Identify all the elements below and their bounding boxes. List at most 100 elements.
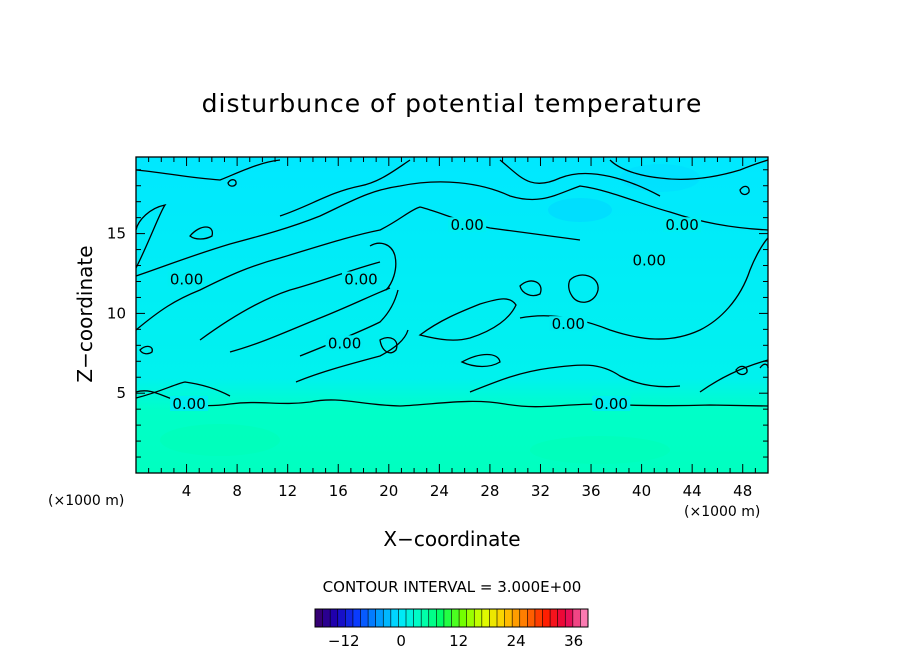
colorbar-cell bbox=[375, 609, 384, 627]
y-tick-label: 15 bbox=[107, 225, 126, 243]
colorbar-cell bbox=[565, 609, 574, 627]
x-tick-label: 16 bbox=[329, 482, 348, 500]
colorbar-cell bbox=[360, 609, 369, 627]
colorbar-cell bbox=[337, 609, 346, 627]
x-tick-label: 44 bbox=[683, 482, 702, 500]
contour-label-bg bbox=[167, 271, 206, 287]
contour-line bbox=[460, 353, 501, 368]
contour-line bbox=[135, 206, 581, 331]
colorbar-tick-label: 0 bbox=[396, 632, 406, 650]
colorbar-tick-label: −12 bbox=[328, 632, 360, 650]
colorbar-cell bbox=[352, 609, 361, 627]
colorbar-cell bbox=[466, 609, 475, 627]
contour-label: 0.00 bbox=[595, 395, 628, 413]
contour-line bbox=[519, 280, 542, 297]
contour-line bbox=[568, 274, 599, 303]
field-patch bbox=[160, 424, 280, 456]
contour-line bbox=[609, 159, 769, 180]
contour-line bbox=[229, 287, 391, 353]
contour-line bbox=[295, 329, 409, 383]
contour-label-bg bbox=[341, 271, 380, 287]
colorbar-cell bbox=[345, 609, 354, 627]
colorbar-cell bbox=[383, 609, 392, 627]
colorbar-cell bbox=[489, 609, 498, 627]
contour-line bbox=[135, 381, 231, 399]
x-tick-label: 32 bbox=[531, 482, 550, 500]
contour-label: 0.00 bbox=[328, 334, 361, 352]
colorbar-cell bbox=[580, 609, 589, 627]
x-tick-label: 20 bbox=[379, 482, 398, 500]
contour-line bbox=[199, 261, 381, 341]
colorbar-cell bbox=[436, 609, 445, 627]
colorbar-cell bbox=[406, 609, 414, 627]
contour-label: 0.00 bbox=[344, 270, 377, 288]
contour-line bbox=[135, 204, 167, 269]
colorbar-cell bbox=[519, 609, 528, 627]
colorbar: −12 0 12 24 36 bbox=[314, 608, 589, 650]
colorbar-cell bbox=[428, 609, 437, 627]
colorbar-frame bbox=[314, 608, 589, 628]
contour-label: 0.00 bbox=[665, 216, 698, 234]
contour-label: 0.00 bbox=[632, 251, 665, 269]
colorbar-cell bbox=[322, 609, 331, 627]
y-tick-label: 5 bbox=[116, 384, 126, 402]
contour-label-bg bbox=[170, 395, 209, 411]
x-tick-label: 8 bbox=[232, 482, 242, 500]
x-tick-label: 48 bbox=[733, 482, 752, 500]
contour-line bbox=[139, 345, 153, 355]
field-patch bbox=[530, 436, 670, 464]
contour-label-bg bbox=[448, 217, 487, 233]
y-axis-title: Z−coordinate bbox=[73, 245, 97, 382]
contour-line bbox=[379, 336, 398, 354]
contour-label: 0.00 bbox=[552, 315, 585, 333]
x-axis-title: X−coordinate bbox=[383, 527, 520, 551]
colorbar-cell bbox=[550, 609, 558, 627]
contour-label: 0.00 bbox=[170, 270, 203, 288]
colorbar-cell bbox=[497, 609, 505, 627]
contour-line bbox=[299, 289, 399, 357]
x-tick-label: 24 bbox=[430, 482, 449, 500]
contour-line bbox=[189, 226, 213, 240]
contour-label-bg bbox=[630, 252, 669, 268]
contour-line bbox=[227, 179, 237, 187]
x-tick-label: 4 bbox=[182, 482, 192, 500]
y-tick-label: 10 bbox=[107, 304, 126, 322]
contour-line bbox=[735, 365, 748, 376]
x-axis-unit: (×1000 m) bbox=[684, 504, 760, 520]
contour-line bbox=[279, 159, 411, 217]
contour-line bbox=[699, 359, 769, 393]
colorbar-cell bbox=[481, 609, 490, 627]
colorbar-tick-label: 12 bbox=[449, 632, 468, 650]
contour-line bbox=[469, 364, 681, 393]
contour-line bbox=[135, 159, 281, 181]
colorbar-tick-label: 24 bbox=[507, 632, 526, 650]
x-tick-label: 12 bbox=[278, 482, 297, 500]
colorbar-cell bbox=[413, 609, 422, 627]
colorbar-cell bbox=[330, 609, 339, 627]
contour-label: 0.00 bbox=[450, 216, 483, 234]
colorbar-cell bbox=[557, 609, 566, 627]
colorbar-cell bbox=[459, 609, 467, 627]
field-patch bbox=[548, 198, 612, 222]
contour-line bbox=[135, 181, 769, 277]
contour-line bbox=[739, 185, 750, 196]
x-tick-label: 28 bbox=[480, 482, 499, 500]
colorbar-cell bbox=[443, 609, 452, 627]
colorbar-cell bbox=[315, 609, 323, 627]
contour-line bbox=[369, 242, 397, 291]
colorbar-cell bbox=[421, 609, 430, 627]
colorbar-cells bbox=[315, 609, 589, 627]
colorbar-cell bbox=[398, 609, 407, 627]
colorbar-cell bbox=[504, 609, 513, 627]
colorbar-ticks: −12 0 12 24 36 bbox=[328, 632, 583, 650]
x-tick-label: 36 bbox=[581, 482, 600, 500]
colorbar-cell bbox=[527, 609, 536, 627]
contour-label-bg bbox=[663, 217, 702, 233]
colorbar-cell bbox=[572, 609, 581, 627]
colorbar-tick-label: 36 bbox=[564, 632, 583, 650]
contour-label-bg bbox=[325, 335, 364, 351]
colorbar-cell bbox=[474, 609, 483, 627]
contour-label-bg bbox=[592, 395, 631, 411]
